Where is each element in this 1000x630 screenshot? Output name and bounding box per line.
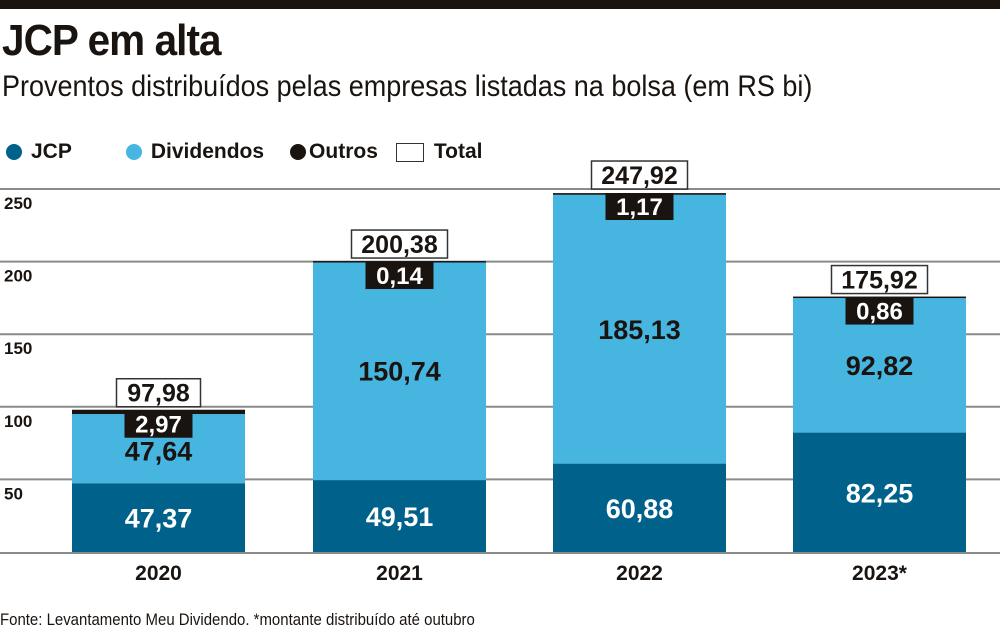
bar-jcp bbox=[793, 432, 966, 552]
data-label-outros: 0,86 bbox=[856, 299, 903, 326]
legend-label-dividendos: Dividendos bbox=[150, 140, 265, 163]
chart-title: JCP em alta bbox=[2, 16, 222, 65]
x-tick-label: 2022 bbox=[616, 562, 663, 585]
y-tick-label: 50 bbox=[4, 484, 23, 503]
data-label-total: 200,38 bbox=[361, 231, 438, 259]
x-tick-label: 2020 bbox=[135, 562, 182, 585]
data-label-dividendos: 150,74 bbox=[358, 357, 441, 387]
outros-label-box bbox=[365, 262, 434, 290]
legend: JCP Dividendos Outros Total bbox=[6, 140, 509, 164]
data-label-dividendos: 185,13 bbox=[598, 315, 681, 345]
bar-dividendos bbox=[313, 261, 486, 481]
bar-jcp bbox=[553, 463, 726, 552]
bar-outros bbox=[313, 261, 486, 263]
source-note: Fonte: Levantamento Meu Dividendo. *mont… bbox=[0, 610, 475, 629]
data-label-outros: 1,17 bbox=[616, 194, 663, 221]
y-tick-label: 150 bbox=[4, 339, 32, 358]
data-label-total: 175,92 bbox=[841, 267, 917, 295]
total-label-box bbox=[350, 229, 449, 259]
top-rule bbox=[0, 0, 1000, 9]
legend-item-total: Total bbox=[395, 140, 483, 164]
y-tick-label: 200 bbox=[4, 267, 32, 286]
data-label-jcp: 82,25 bbox=[846, 478, 914, 508]
legend-swatch-jcp bbox=[6, 144, 22, 160]
bar-dividendos bbox=[553, 194, 726, 464]
y-tick-label: 250 bbox=[4, 194, 32, 213]
legend-label-total: Total bbox=[433, 140, 483, 163]
data-label-dividendos: 47,64 bbox=[125, 437, 193, 467]
legend-item-dividendos: Dividendos bbox=[125, 140, 265, 164]
data-label-outros: 2,97 bbox=[135, 412, 182, 439]
total-label-box bbox=[115, 377, 202, 408]
data-label-total: 247,92 bbox=[601, 162, 677, 190]
x-tick-label: 2023* bbox=[852, 562, 908, 585]
total-label-box bbox=[830, 264, 929, 295]
outros-label-box bbox=[124, 410, 193, 438]
bar-jcp bbox=[313, 480, 486, 552]
legend-swatch-dividendos bbox=[125, 144, 142, 160]
data-label-jcp: 49,51 bbox=[366, 502, 434, 532]
legend-item-jcp: JCP bbox=[6, 140, 72, 164]
chart-subtitle: Proventos distribuídos pelas empresas li… bbox=[2, 70, 813, 103]
data-label-total: 97,98 bbox=[127, 380, 190, 408]
total-label-box bbox=[590, 160, 689, 190]
legend-swatch-total bbox=[395, 142, 424, 162]
outros-label-box bbox=[845, 297, 914, 325]
data-label-outros: 0,14 bbox=[376, 263, 423, 290]
legend-label-jcp: JCP bbox=[31, 140, 72, 163]
y-tick-label: 100 bbox=[4, 412, 32, 431]
bar-jcp bbox=[72, 483, 245, 552]
legend-label-outros: Outros bbox=[309, 140, 378, 163]
data-label-jcp: 47,37 bbox=[125, 504, 193, 534]
outros-label-box bbox=[605, 193, 674, 221]
x-tick-label: 2021 bbox=[376, 562, 423, 585]
bar-outros bbox=[793, 296, 966, 299]
data-label-jcp: 60,88 bbox=[606, 494, 674, 524]
legend-item-outros: Outros bbox=[290, 140, 378, 164]
data-label-dividendos: 92,82 bbox=[846, 351, 914, 381]
legend-swatch-outros bbox=[290, 144, 307, 160]
